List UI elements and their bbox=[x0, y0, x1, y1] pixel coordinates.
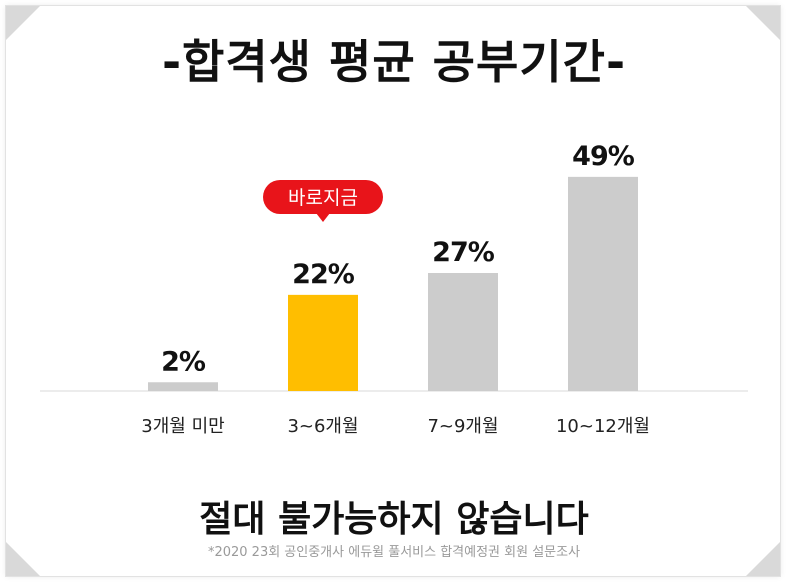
value-label-3: 27% bbox=[432, 237, 495, 268]
bar-2 bbox=[288, 294, 358, 391]
category-label-4: 10~12개월 bbox=[556, 416, 650, 437]
category-label-2: 3~6개월 bbox=[287, 416, 358, 437]
callout-pointer bbox=[316, 213, 330, 222]
value-label-4: 49% bbox=[572, 141, 635, 172]
callout-text: 바로지금 bbox=[288, 187, 358, 209]
chart-title: -합격생 평균 공부기간- bbox=[161, 35, 627, 89]
corner-fold-bottom-left bbox=[6, 542, 40, 576]
corner-fold-bottom-right bbox=[746, 542, 780, 576]
value-label-2: 22% bbox=[292, 259, 355, 290]
tagline: 절대 불가능하지 않습니다 bbox=[199, 499, 589, 540]
bar-1 bbox=[148, 382, 218, 391]
card-frame bbox=[6, 6, 780, 576]
bar-3 bbox=[428, 273, 498, 391]
corner-fold-top-left bbox=[6, 6, 40, 40]
category-label-1: 3개월 미만 bbox=[141, 416, 224, 437]
survey-footnote: *2020 23회 공인중개사 에듀윌 풀서비스 합격예정권 회원 설문조사 bbox=[207, 545, 581, 560]
value-label-1: 2% bbox=[161, 346, 206, 377]
corner-fold-top-right bbox=[746, 6, 780, 40]
category-label-3: 7~9개월 bbox=[427, 416, 498, 437]
callout-badge bbox=[263, 180, 383, 214]
bar-4 bbox=[568, 176, 638, 391]
